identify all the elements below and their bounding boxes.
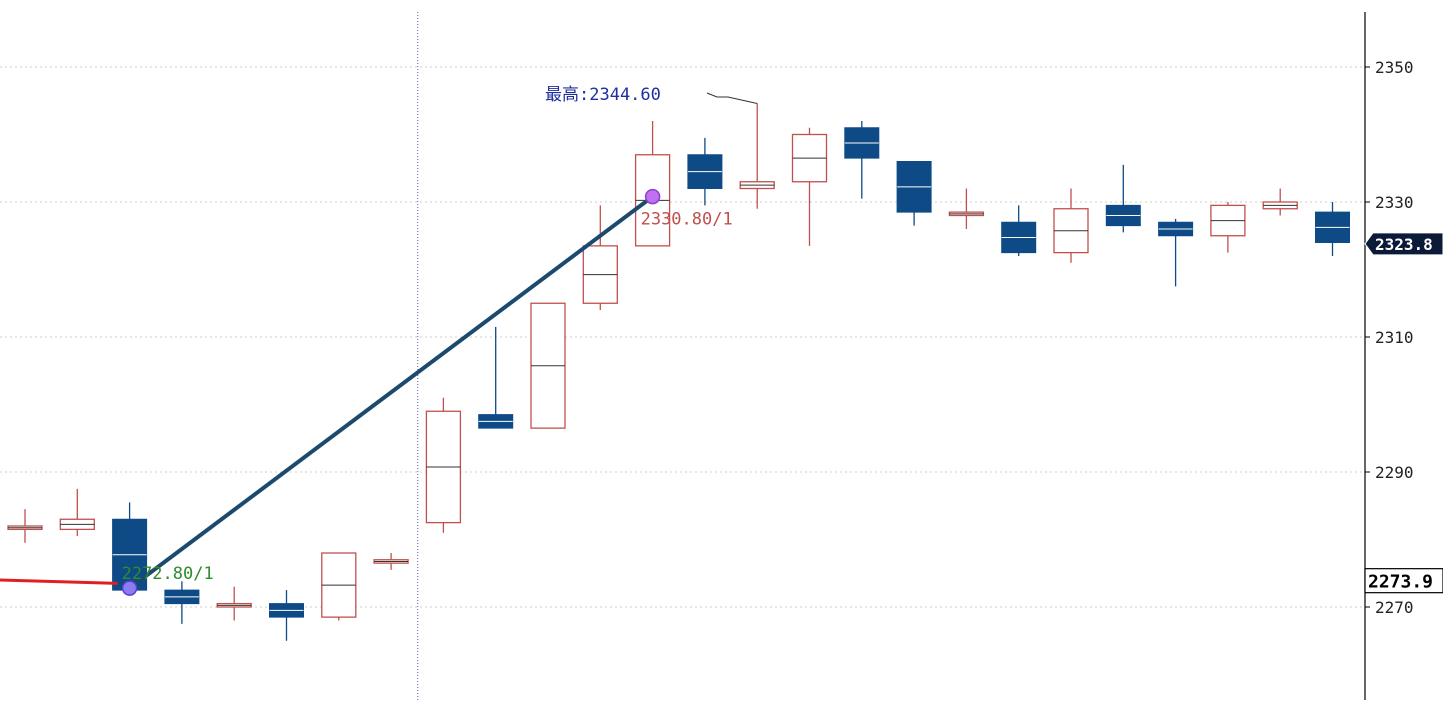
price-tag: 2273.9 <box>1364 568 1443 594</box>
max-annotation-leader <box>706 92 758 104</box>
candle <box>791 127 828 246</box>
candle <box>948 188 985 229</box>
candle <box>425 397 462 533</box>
candle <box>164 581 200 624</box>
ma-line <box>0 578 118 585</box>
candle <box>1262 188 1298 216</box>
price-tag-box <box>1364 232 1443 256</box>
candle <box>739 103 775 209</box>
candle <box>373 553 409 570</box>
candle <box>634 121 671 247</box>
candle <box>216 586 252 621</box>
candle <box>687 137 723 206</box>
candle <box>1315 202 1350 256</box>
candle <box>1158 218 1194 287</box>
candle <box>7 509 43 543</box>
candle <box>1105 164 1141 233</box>
candle <box>478 326 514 429</box>
candle <box>1210 202 1246 253</box>
price-tag-text: 2273.9 <box>1368 572 1433 593</box>
candle <box>321 552 357 621</box>
candle <box>1001 205 1037 256</box>
candle <box>844 121 880 199</box>
trend-end-label: 2330.80/1 <box>641 210 733 230</box>
y-tick-label: 2330 <box>1375 193 1414 212</box>
y-tick-label: 2310 <box>1375 328 1414 347</box>
candle <box>896 161 932 226</box>
y-tick-label: 2290 <box>1375 463 1414 482</box>
trend-end-marker <box>644 188 661 205</box>
candle <box>269 590 304 641</box>
y-tick-label: 2350 <box>1375 58 1414 77</box>
candle <box>582 205 618 310</box>
trend-line <box>127 194 655 591</box>
y-tick-label: 2270 <box>1375 598 1414 617</box>
trend-start-label: 2272.80/1 <box>122 564 214 584</box>
candle <box>59 488 95 537</box>
price-tag-text: 2323.8 <box>1375 235 1433 254</box>
max-annotation-label: 最高:2344.60 <box>545 85 661 105</box>
candle <box>1053 188 1089 263</box>
trend-start-marker <box>121 580 138 596</box>
price-tag: 2323.8 <box>1364 232 1443 256</box>
price-tag-box <box>1364 568 1443 594</box>
candle <box>530 302 566 429</box>
